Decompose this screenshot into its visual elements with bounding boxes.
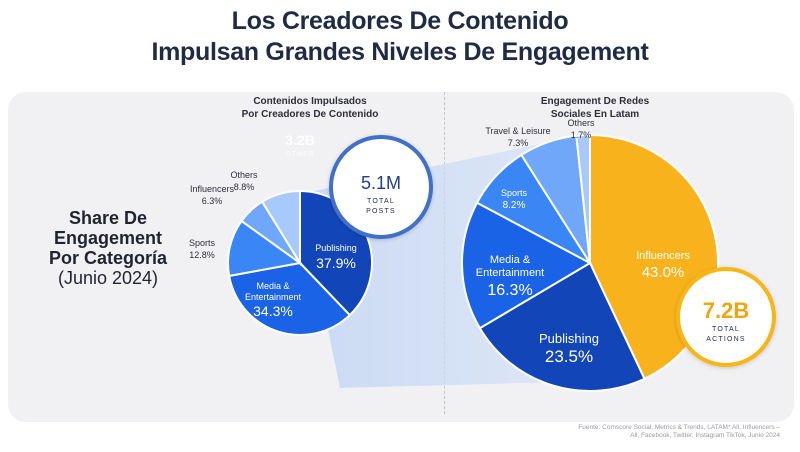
right-header-line-1: Engagement De Redes	[540, 96, 650, 107]
left-chart-header: Contenidos Impulsados Por Creadores De C…	[225, 95, 395, 121]
right-pie-chart	[461, 133, 719, 392]
source-line-1: Fuente: Comscore Social, Metrics & Trend…	[578, 424, 780, 431]
label-left-publishing-value: 37.9%	[316, 255, 356, 271]
label-left-sports-name: Sports	[189, 238, 216, 248]
title-line-1: Los Creadores De Contenido	[231, 7, 569, 35]
right-header-line-2: Sociales En Latam	[550, 109, 640, 120]
label-left-media-name-1: Media &	[256, 281, 289, 291]
label-right-influencers-name: Influencers	[636, 250, 690, 262]
label-right-travel-name: Travel & Leisure	[485, 126, 550, 136]
posts-callout-label-1: TOTAL	[367, 198, 395, 205]
actions-callout-value: 7.2B	[703, 298, 749, 323]
label-left-influencers-value: 6.3%	[202, 196, 223, 206]
right-pie-slice-publishing	[478, 261, 646, 392]
label-right-media-name-1: Media &	[490, 254, 531, 266]
label-left-media-name-2: Entertainment	[245, 292, 302, 302]
left-header-line-2: Por Creadores De Contenido	[241, 109, 379, 120]
share-label-line-1: Share De	[68, 208, 148, 228]
actions-callout-text: 7.2B TOTAL ACTIONS	[703, 298, 749, 343]
label-right-publishing-name: Publishing	[539, 331, 599, 346]
faded-callout: 3.2B OTHER	[285, 132, 315, 158]
posts-callout	[329, 135, 433, 239]
actions-callout	[676, 267, 776, 367]
left-outside-labels: Others 8.8% Influencers 6.3% Sports 12.8…	[189, 170, 258, 260]
label-left-publishing-name: Publishing	[315, 243, 357, 253]
label-left-others-name: Others	[230, 170, 258, 180]
label-right-sports-value: 8.2%	[503, 200, 526, 211]
label-right-media-value: 16.3%	[487, 282, 532, 299]
left-pie-slice-media-entertainment	[228, 261, 352, 336]
label-left-influencers-name: Influencers	[190, 184, 235, 194]
label-left-sports-value: 12.8%	[189, 250, 215, 260]
label-right-influencers-value: 43.0%	[642, 264, 685, 281]
label-right-others-value: 1.7%	[571, 130, 592, 140]
right-outside-labels: Others 1.7% Travel & Leisure 7.3%	[485, 118, 595, 148]
label-right-travel-value: 7.3%	[508, 138, 529, 148]
share-label-line-4: (Junio 2024)	[57, 268, 159, 288]
label-right-media-name-2: Entertainment	[476, 267, 544, 279]
left-pie-slice-sports	[227, 219, 303, 278]
posts-callout-text: 5.1M TOTAL POSTS	[361, 173, 401, 215]
source-line-2: All, Facebook, Twitter, Instagram TikTok…	[630, 432, 780, 439]
posts-callout-value: 5.1M	[361, 173, 401, 193]
faded-callout-label: OTHER	[285, 151, 315, 158]
right-inside-labels: Sports 8.2% Media & Entertainment 16.3% …	[476, 188, 691, 366]
right-pie-slice-media-entertainment	[461, 201, 593, 330]
left-header-line-1: Contenidos Impulsados	[253, 96, 367, 107]
left-pie-chart	[227, 189, 373, 336]
label-right-sports-name: Sports	[501, 188, 528, 198]
title-line-2: Impulsan Grandes Niveles De Engagement	[151, 38, 649, 66]
label-left-media-value: 34.3%	[253, 303, 293, 319]
share-label-line-2: Engagement	[53, 228, 163, 248]
right-pie-slice-others	[575, 133, 591, 264]
posts-callout-label-2: POSTS	[366, 208, 396, 215]
left-pie-slice-others	[260, 189, 301, 267]
share-label-line-3: Por Categoría	[48, 248, 168, 268]
left-inside-labels: Publishing 37.9% Media & Entertainment 3…	[245, 243, 357, 319]
actions-callout-label-1: TOTAL	[712, 326, 740, 333]
share-label: Share De Engagement Por Categoría (Junio…	[20, 208, 196, 288]
label-right-publishing-value: 23.5%	[545, 347, 593, 366]
label-left-others-value: 8.8%	[234, 182, 255, 192]
actions-callout-label-2: ACTIONS	[706, 336, 746, 343]
page-title: Los Creadores De Contenido Impulsan Gran…	[0, 6, 800, 68]
source-note: Fuente: Comscore Social, Metrics & Trend…	[480, 424, 780, 440]
right-chart-header: Engagement De Redes Sociales En Latam	[520, 95, 670, 121]
label-right-others-name: Others	[567, 118, 595, 128]
faded-callout-value: 3.2B	[285, 132, 315, 148]
